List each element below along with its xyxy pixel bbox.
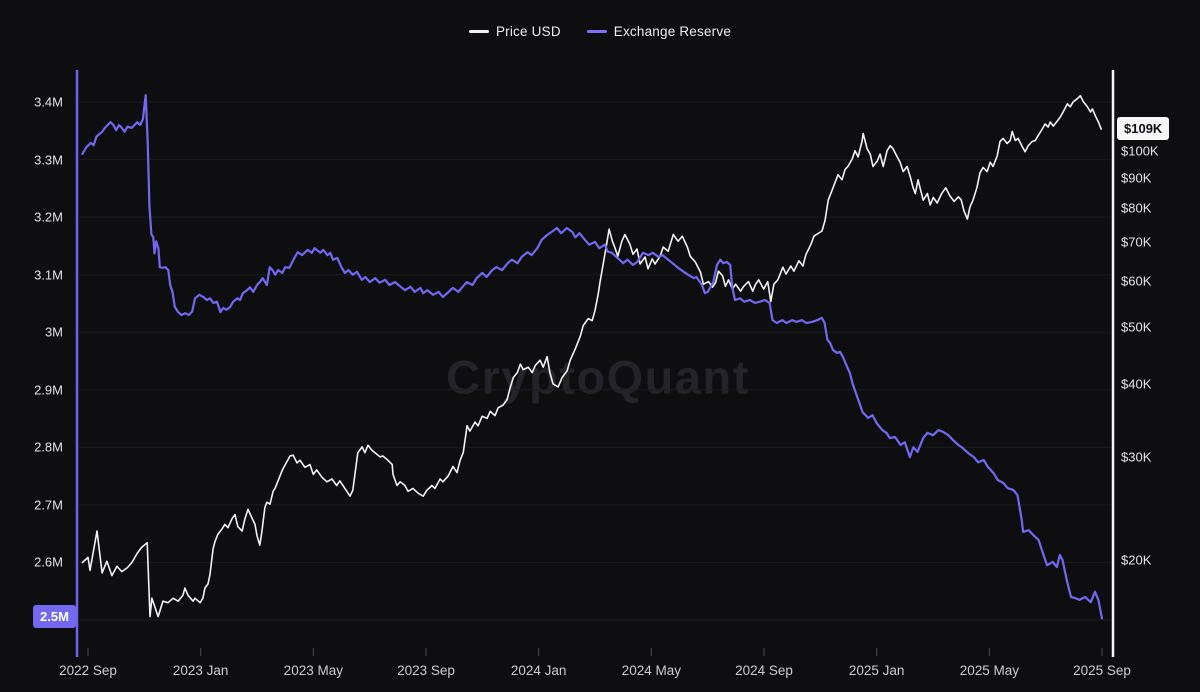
exchange-reserve-line bbox=[81, 94, 1104, 620]
cryptoquant-watermark: CryptoQuant bbox=[446, 350, 750, 404]
legend-label-price-usd: Price USD bbox=[495, 24, 561, 39]
right-axis-tick-label: $30K bbox=[1121, 449, 1152, 465]
left-axis-tick-label: 2.7M bbox=[34, 497, 63, 513]
x-axis-tick-label: 2025 Sep bbox=[1073, 663, 1131, 678]
right-axis-tick-label: $90K bbox=[1121, 170, 1152, 186]
left-axis-tick-label: 3.3M bbox=[34, 152, 63, 168]
left-axis-tick-label: 3.1M bbox=[34, 267, 63, 283]
left-axis-tick-label: 2.8M bbox=[34, 439, 63, 455]
x-axis-tick-label: 2025 May bbox=[959, 663, 1019, 678]
right-axis-tick-label: $20K bbox=[1121, 552, 1152, 568]
left-axis-tick-label: 3M bbox=[44, 324, 63, 340]
left-axis-tick-label: 3.2M bbox=[34, 209, 63, 225]
legend-label-exchange-reserve: Exchange Reserve bbox=[613, 24, 732, 39]
x-axis-tick-label: 2022 Sep bbox=[59, 663, 117, 678]
legend-item-exchange-reserve[interactable]: Exchange Reserve bbox=[586, 24, 732, 39]
right-axis-tick-label: $100K bbox=[1121, 143, 1159, 159]
x-axis-tick-label: 2023 May bbox=[283, 663, 343, 678]
right-axis-tick-label: $50K bbox=[1121, 319, 1152, 335]
right-axis-tick-label: $70K bbox=[1121, 234, 1152, 250]
x-axis-tick-label: 2024 Jan bbox=[510, 663, 567, 678]
legend: Price USD Exchange Reserve bbox=[0, 24, 1200, 39]
reserve-line-swatch-icon bbox=[586, 30, 607, 33]
x-axis-tick-label: 2024 May bbox=[621, 663, 681, 678]
x-axis-tick-label: 2024 Sep bbox=[735, 663, 793, 678]
right-axis-tick-label: $80K bbox=[1121, 200, 1152, 216]
reserve-current-value-badge: 2.5M bbox=[33, 605, 76, 629]
left-axis-tick-label: 2.9M bbox=[34, 382, 63, 398]
x-axis-tick-label: 2025 Jan bbox=[848, 663, 905, 678]
price-current-value-badge: $109K bbox=[1117, 117, 1170, 141]
left-axis-tick-label: 2.6M bbox=[34, 554, 63, 570]
x-axis-tick-label: 2023 Sep bbox=[397, 663, 455, 678]
legend-item-price-usd[interactable]: Price USD bbox=[468, 24, 561, 39]
price-line-swatch-icon bbox=[468, 30, 489, 33]
x-axis-tick-label: 2023 Jan bbox=[172, 663, 229, 678]
left-axis-tick-label: 3.4M bbox=[34, 94, 63, 110]
right-axis-tick-label: $40K bbox=[1121, 376, 1152, 392]
right-axis-tick-label: $60K bbox=[1121, 273, 1152, 289]
price-usd-line bbox=[81, 94, 1102, 618]
